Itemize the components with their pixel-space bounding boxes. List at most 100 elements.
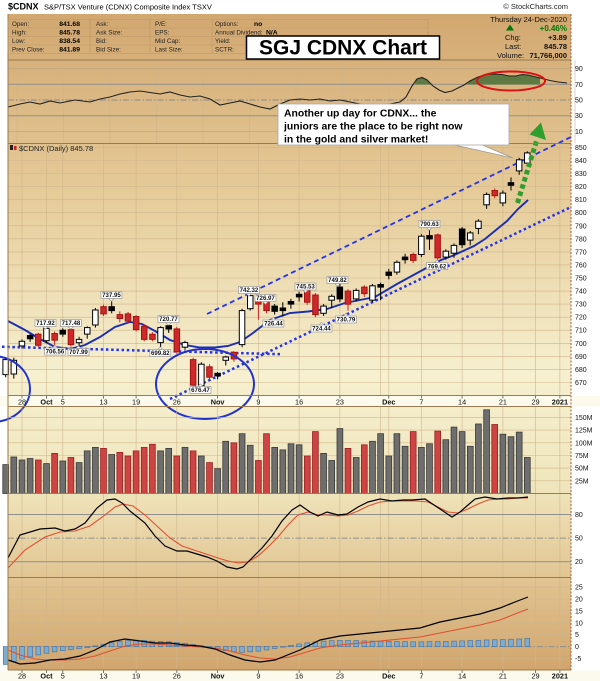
svg-text:Dec: Dec xyxy=(382,398,395,407)
svg-text:+3.89: +3.89 xyxy=(548,33,567,42)
svg-text:0: 0 xyxy=(575,644,579,651)
svg-text:+0.46%: +0.46% xyxy=(540,24,567,33)
svg-text:676.47: 676.47 xyxy=(191,387,210,394)
svg-text:Oct: Oct xyxy=(40,672,53,681)
svg-text:845.78: 845.78 xyxy=(59,30,80,37)
svg-text:Oct: Oct xyxy=(40,398,53,407)
svg-text:Bid:: Bid: xyxy=(96,38,107,45)
svg-text:769.62: 769.62 xyxy=(428,263,447,270)
svg-text:717.48: 717.48 xyxy=(62,320,81,327)
svg-text:16: 16 xyxy=(295,672,303,681)
svg-text:Another up day for CDNX... the: Another up day for CDNX... the xyxy=(284,109,437,120)
svg-text:23: 23 xyxy=(336,672,344,681)
svg-text:26: 26 xyxy=(173,672,181,681)
svg-text:Yield:: Yield: xyxy=(215,38,231,45)
svg-text:720: 720 xyxy=(575,315,587,322)
svg-text:28: 28 xyxy=(18,672,26,681)
svg-text:Options:: Options: xyxy=(215,21,239,28)
svg-text:© StockCharts.com: © StockCharts.com xyxy=(503,2,568,11)
svg-text:Thursday 24-Dec-2020: Thursday 24-Dec-2020 xyxy=(490,15,567,24)
svg-text:724.44: 724.44 xyxy=(312,326,331,333)
svg-text:707.99: 707.99 xyxy=(69,349,88,356)
svg-text:19: 19 xyxy=(132,672,140,681)
svg-text:in the gold and silver market!: in the gold and silver market! xyxy=(284,135,428,146)
svg-text:726.97: 726.97 xyxy=(256,295,275,302)
svg-text:19: 19 xyxy=(132,398,140,407)
svg-text:5: 5 xyxy=(575,632,579,639)
svg-text:737.95: 737.95 xyxy=(102,292,121,299)
svg-text:Annual Dividend:: Annual Dividend: xyxy=(215,30,263,37)
svg-text:830: 830 xyxy=(575,171,587,178)
svg-text:730: 730 xyxy=(575,302,587,309)
svg-text:Last:: Last: xyxy=(505,42,521,51)
svg-text:14: 14 xyxy=(458,672,466,681)
svg-text:16: 16 xyxy=(295,398,303,407)
svg-text:706.56: 706.56 xyxy=(46,349,65,356)
svg-text:29: 29 xyxy=(531,398,539,407)
svg-text:Low:: Low: xyxy=(12,38,26,45)
svg-text:745.53: 745.53 xyxy=(296,284,315,291)
svg-text:21: 21 xyxy=(499,398,507,407)
svg-text:760: 760 xyxy=(575,262,587,269)
svg-text:10: 10 xyxy=(575,620,583,627)
svg-text:no: no xyxy=(254,21,262,28)
svg-text:SCTR:: SCTR: xyxy=(215,47,234,54)
svg-text:High:: High: xyxy=(12,30,27,37)
svg-text:790.63: 790.63 xyxy=(420,221,439,228)
svg-text:Nov: Nov xyxy=(211,672,226,681)
svg-text:28: 28 xyxy=(18,398,26,407)
svg-text:100M: 100M xyxy=(575,440,593,447)
svg-text:$CDNX: $CDNX xyxy=(8,2,39,12)
svg-text:Dec: Dec xyxy=(382,672,395,681)
svg-text:790: 790 xyxy=(575,223,587,230)
svg-text:125M: 125M xyxy=(575,428,593,435)
svg-text:710: 710 xyxy=(575,328,587,335)
svg-text:Ask Size:: Ask Size: xyxy=(96,30,122,37)
svg-text:50M: 50M xyxy=(575,466,589,473)
svg-text:S&P/TSX Venture (CDNX) Composi: S&P/TSX Venture (CDNX) Composite Index T… xyxy=(44,3,212,12)
svg-text:26: 26 xyxy=(173,398,181,407)
svg-text:7: 7 xyxy=(419,672,423,681)
svg-text:Mid Cap:: Mid Cap: xyxy=(155,38,180,45)
svg-text:840: 840 xyxy=(575,158,587,165)
svg-text:14: 14 xyxy=(458,398,466,407)
svg-text:-5: -5 xyxy=(575,656,581,663)
svg-text:80: 80 xyxy=(575,512,583,519)
svg-text:690: 690 xyxy=(575,354,587,361)
svg-text:13: 13 xyxy=(99,398,107,407)
svg-text:850: 850 xyxy=(575,145,587,152)
svg-text:EPS:: EPS: xyxy=(155,30,170,37)
svg-text:N/A: N/A xyxy=(266,30,278,37)
svg-text:Volume:: Volume: xyxy=(497,51,524,60)
svg-text:70: 70 xyxy=(575,82,583,89)
svg-text:841.68: 841.68 xyxy=(59,21,80,28)
svg-text:780: 780 xyxy=(575,236,587,243)
svg-text:9: 9 xyxy=(256,672,260,681)
svg-text:20: 20 xyxy=(575,559,583,566)
svg-text:680: 680 xyxy=(575,367,587,374)
svg-text:150M: 150M xyxy=(575,415,593,422)
svg-text:25: 25 xyxy=(575,585,583,592)
svg-text:720.77: 720.77 xyxy=(159,316,178,323)
svg-text:770: 770 xyxy=(575,249,587,256)
svg-text:23: 23 xyxy=(336,398,344,407)
svg-text:15: 15 xyxy=(575,608,583,615)
svg-text:845.78: 845.78 xyxy=(544,42,567,51)
svg-text:670: 670 xyxy=(575,380,587,387)
svg-text:Chg:: Chg: xyxy=(505,33,521,42)
svg-text:740: 740 xyxy=(575,289,587,296)
svg-text:30: 30 xyxy=(575,113,583,120)
svg-text:$CDNX (Daily) 845.78: $CDNX (Daily) 845.78 xyxy=(19,144,93,153)
svg-text:5: 5 xyxy=(61,398,65,407)
svg-text:2021: 2021 xyxy=(552,672,568,681)
svg-text:7: 7 xyxy=(419,398,423,407)
svg-text:699.82: 699.82 xyxy=(151,350,170,357)
svg-text:13: 13 xyxy=(99,672,107,681)
svg-text:Prev Close:: Prev Close: xyxy=(12,47,45,54)
svg-text:Ask:: Ask: xyxy=(96,21,108,28)
svg-text:838.54: 838.54 xyxy=(59,38,80,45)
svg-text:75M: 75M xyxy=(575,453,589,460)
svg-text:juniors are the place to be ri: juniors are the place to be right now xyxy=(283,122,463,133)
svg-text:730.79: 730.79 xyxy=(337,317,356,324)
svg-text:71,766,000: 71,766,000 xyxy=(529,51,567,60)
